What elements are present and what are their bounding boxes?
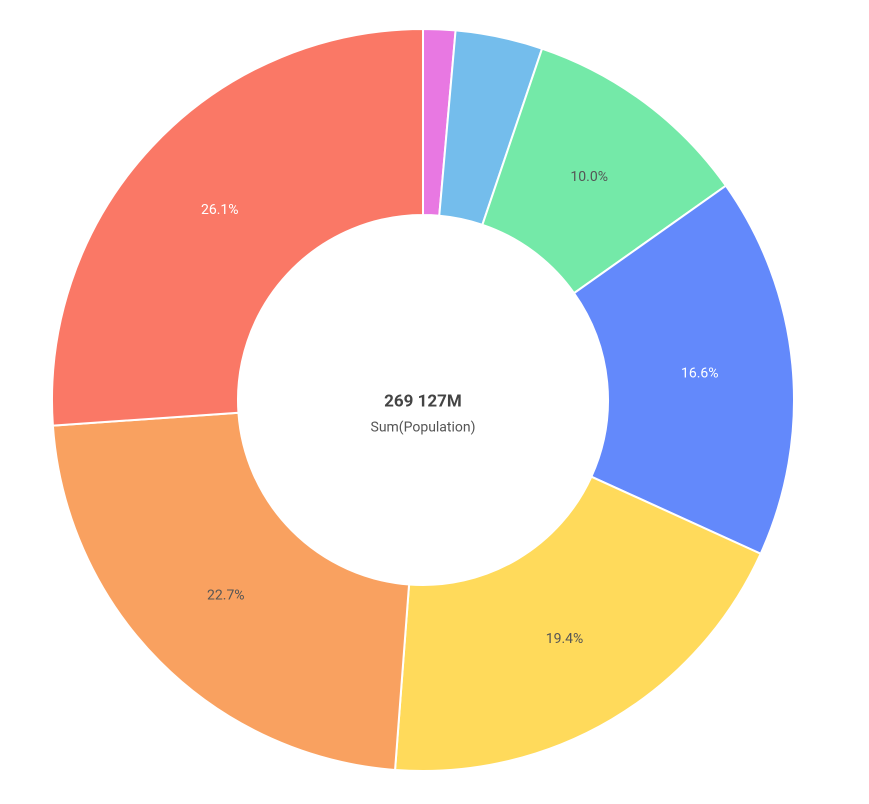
- center-label: Sum(Population): [371, 420, 476, 436]
- donut-segment: [572, 184, 795, 556]
- value-label: 10.0%: [570, 169, 608, 185]
- center-value: 269 127M: [384, 391, 462, 411]
- donut-segment: [51, 27, 424, 427]
- donut-segment: [51, 411, 411, 772]
- value-label: 16.6%: [681, 366, 719, 382]
- value-label: 22.7%: [207, 588, 245, 604]
- donut-segment: [393, 475, 762, 772]
- value-label: 26.1%: [201, 202, 239, 218]
- value-label: 19.4%: [546, 631, 584, 647]
